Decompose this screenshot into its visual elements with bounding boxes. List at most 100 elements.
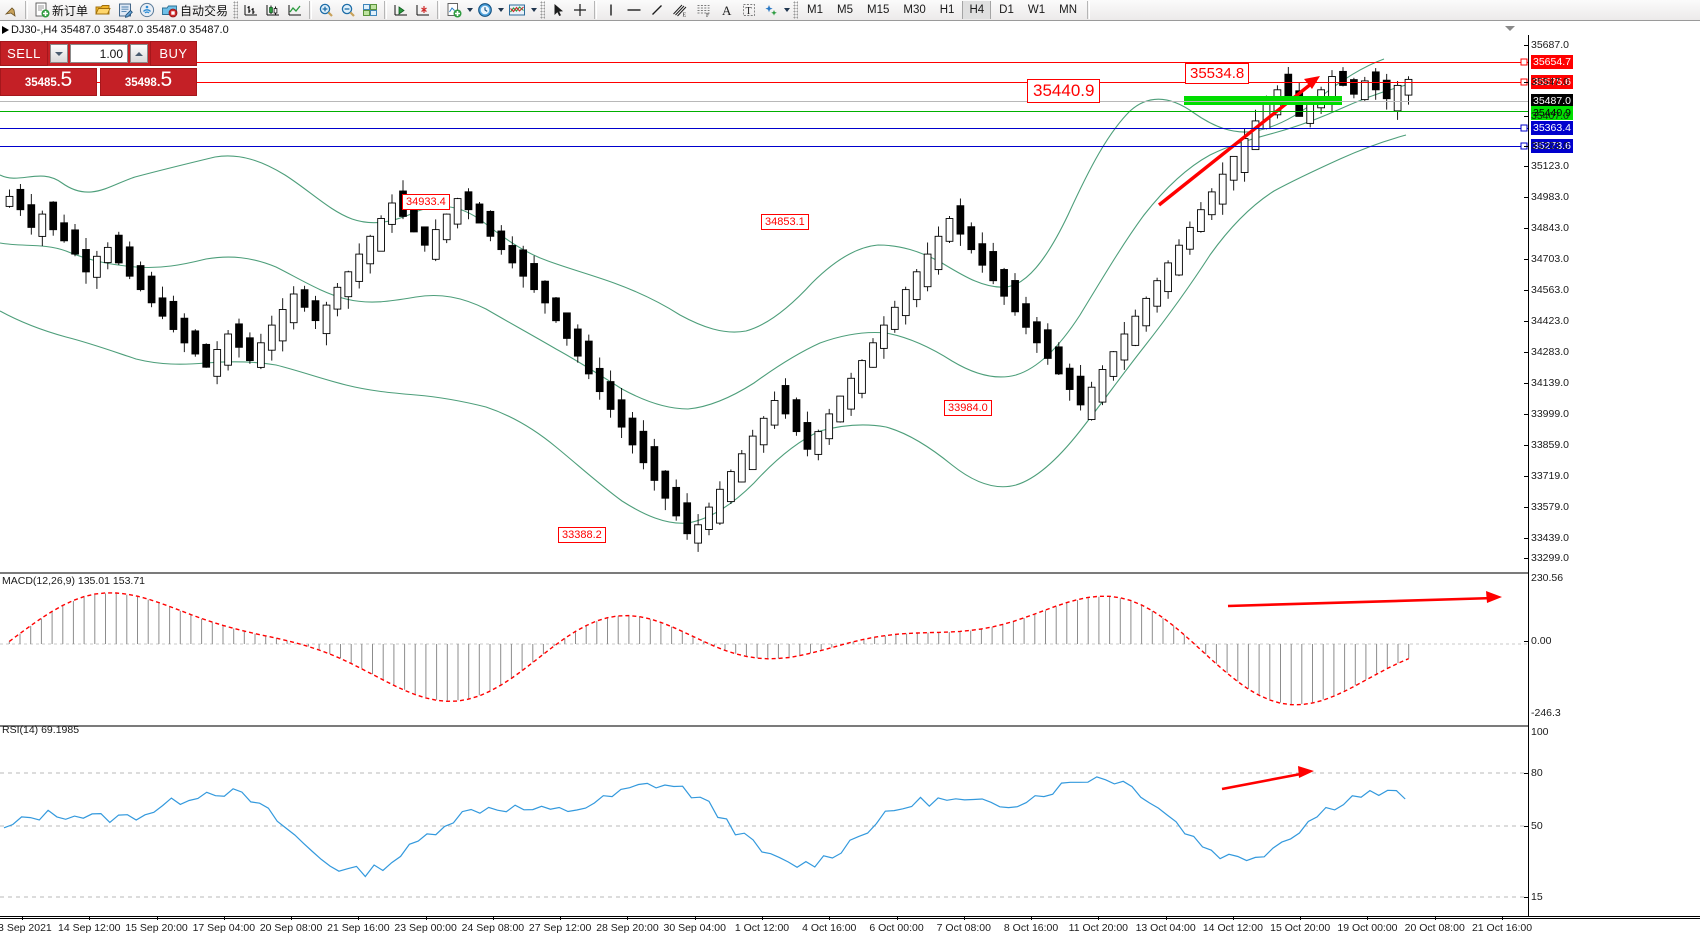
- macd-pane[interactable]: MACD(12,26,9) 135.01 153.71: [0, 572, 1528, 727]
- chevron-down-icon-2[interactable]: [496, 1, 505, 19]
- templates-icon[interactable]: [506, 0, 528, 20]
- support-line-1-handle[interactable]: [1520, 124, 1528, 132]
- candlestick-icon[interactable]: [263, 0, 283, 20]
- time-tick: 20 Sep 08:00: [259, 922, 323, 934]
- time-tick-mark: [425, 916, 427, 920]
- signals-icon[interactable]: [137, 0, 157, 20]
- price-tick-mark: [1524, 352, 1528, 353]
- chart-shift-icon[interactable]: [413, 0, 433, 20]
- rsi-label: RSI(14) 69.1985: [2, 724, 80, 736]
- sell-price-display[interactable]: 35485 . 5: [0, 68, 97, 96]
- vertical-line-icon[interactable]: [601, 0, 621, 20]
- chevron-down-icon-3[interactable]: [529, 1, 538, 19]
- price-label-35440: 35440.9: [1531, 106, 1573, 120]
- resistance-line-2[interactable]: [0, 82, 1528, 83]
- annotation-33388[interactable]: 33388.2: [558, 527, 606, 543]
- arrow-cursor-icon[interactable]: [548, 0, 568, 20]
- time-tick-mark: [963, 916, 965, 920]
- price-tick-33439-0: 33439.0: [1531, 532, 1569, 544]
- line-chart-icon[interactable]: [285, 0, 305, 20]
- macd-tick-zero: 0.00: [1531, 635, 1552, 647]
- algo-trading-button[interactable]: 自动交易: [159, 0, 230, 20]
- trade-panel-top-row: SELL 1.00 BUY: [0, 41, 197, 66]
- cursor-pointer-icon[interactable]: [1, 0, 21, 20]
- annotation-34933[interactable]: 34933.4: [402, 194, 450, 210]
- last-price-line: [0, 101, 1528, 102]
- sell-price-integer: 35485: [24, 77, 57, 89]
- time-tick: 4 Oct 16:00: [802, 922, 857, 934]
- support-line-1[interactable]: [0, 128, 1528, 129]
- buy-price-display[interactable]: 35498 . 5: [100, 68, 197, 96]
- support-line-2[interactable]: [0, 146, 1528, 147]
- timeframe-h4[interactable]: H4: [962, 1, 992, 19]
- time-tick: 30 Sep 04:00: [663, 922, 726, 934]
- zoom-in-icon[interactable]: [316, 0, 336, 20]
- volume-stepper[interactable]: 1.00: [48, 41, 150, 66]
- price-label-35363: 35363.4: [1531, 121, 1573, 135]
- buy-price-decimal: 5: [160, 68, 173, 91]
- add-indicator-icon[interactable]: [444, 0, 464, 20]
- channel-icon[interactable]: E: [669, 0, 691, 20]
- toolbar-separator-4: [437, 1, 441, 19]
- price-tick-mark: [1524, 476, 1528, 477]
- price-pane[interactable]: [0, 35, 1528, 565]
- volume-input[interactable]: 1.00: [70, 44, 128, 63]
- price-tick-mark: [1524, 383, 1528, 384]
- timeframe-m30[interactable]: M30: [903, 4, 926, 16]
- auto-scroll-icon[interactable]: [391, 0, 411, 20]
- chart-symbol-label: DJ30-,H4 35487.0 35487.0 35487.0 35487.0: [11, 24, 229, 36]
- time-tick: 6 Oct 00:00: [869, 922, 924, 934]
- annotation-34853[interactable]: 34853.1: [761, 214, 809, 230]
- time-tick: 1 Oct 12:00: [734, 922, 790, 934]
- shapes-icon[interactable]: [761, 0, 781, 20]
- time-tick: 14 Sep 12:00: [58, 922, 121, 934]
- toolbar-separator-2: [309, 1, 313, 19]
- text-label-icon[interactable]: T: [739, 0, 759, 20]
- bar-chart-icon[interactable]: [241, 0, 261, 20]
- annotation-35534[interactable]: 35534.8: [1185, 63, 1250, 84]
- time-tick: 19 Oct 00:00: [1337, 922, 1398, 934]
- fibonacci-icon[interactable]: F: [693, 0, 715, 20]
- trendline-icon[interactable]: [647, 0, 667, 20]
- price-tick-mark: [1524, 116, 1528, 117]
- timeframe-h1[interactable]: H1: [939, 4, 955, 16]
- chart-collapse-icon[interactable]: [1505, 26, 1515, 31]
- one-click-trading-panel[interactable]: SELL 1.00 BUY 35485 . 5 35498 . 5: [0, 41, 197, 96]
- annotation-35440[interactable]: 35440.9: [1027, 79, 1101, 103]
- horizontal-line-icon[interactable]: [623, 0, 645, 20]
- new-order-button[interactable]: 新订单: [32, 0, 90, 20]
- zoom-out-icon[interactable]: [338, 0, 358, 20]
- timeframe-w1[interactable]: W1: [1027, 4, 1046, 16]
- timeframe-m5[interactable]: M5: [837, 4, 853, 16]
- crosshair-icon[interactable]: [570, 0, 590, 20]
- timeframe-m1[interactable]: M1: [807, 4, 824, 16]
- resistance-line-1[interactable]: [0, 62, 1528, 63]
- svg-text:T: T: [746, 6, 752, 17]
- volume-decrement-button[interactable]: [50, 44, 68, 63]
- folder-icon[interactable]: [92, 0, 113, 20]
- sell-button[interactable]: SELL: [0, 41, 48, 66]
- time-tick: 15 Oct 20:00: [1270, 922, 1331, 934]
- metaeditor-icon[interactable]: [115, 0, 135, 20]
- tile-windows-icon[interactable]: [360, 0, 380, 20]
- macd-tick-max: 230.56: [1531, 572, 1564, 584]
- price-tick-mark: [1524, 414, 1528, 415]
- annotation-33984[interactable]: 33984.0: [944, 400, 992, 416]
- chart-window[interactable]: DJ30-,H4 35487.0 35487.0 35487.0 35487.0: [0, 21, 1700, 939]
- chart-expand-icon[interactable]: [2, 26, 9, 34]
- buy-button[interactable]: BUY: [150, 41, 197, 66]
- timeframe-m15[interactable]: M15: [867, 4, 890, 16]
- new-order-label: 新订单: [52, 3, 89, 18]
- chevron-down-icon-4[interactable]: [782, 1, 791, 19]
- text-a-icon[interactable]: A: [717, 0, 737, 20]
- clock-icon[interactable]: [475, 0, 495, 20]
- time-tick-mark: [694, 916, 696, 920]
- timeframe-d1[interactable]: D1: [999, 4, 1014, 16]
- sell-price-decimal: 5: [60, 68, 73, 91]
- timeframe-mn[interactable]: MN: [1059, 4, 1077, 16]
- chevron-down-icon[interactable]: [465, 1, 474, 19]
- rsi-pane[interactable]: RSI(14) 69.1985: [0, 724, 1528, 916]
- price-tick-mark: [1524, 146, 1528, 147]
- resistance-line-1-handle[interactable]: [1520, 58, 1528, 66]
- volume-increment-button[interactable]: [130, 44, 148, 63]
